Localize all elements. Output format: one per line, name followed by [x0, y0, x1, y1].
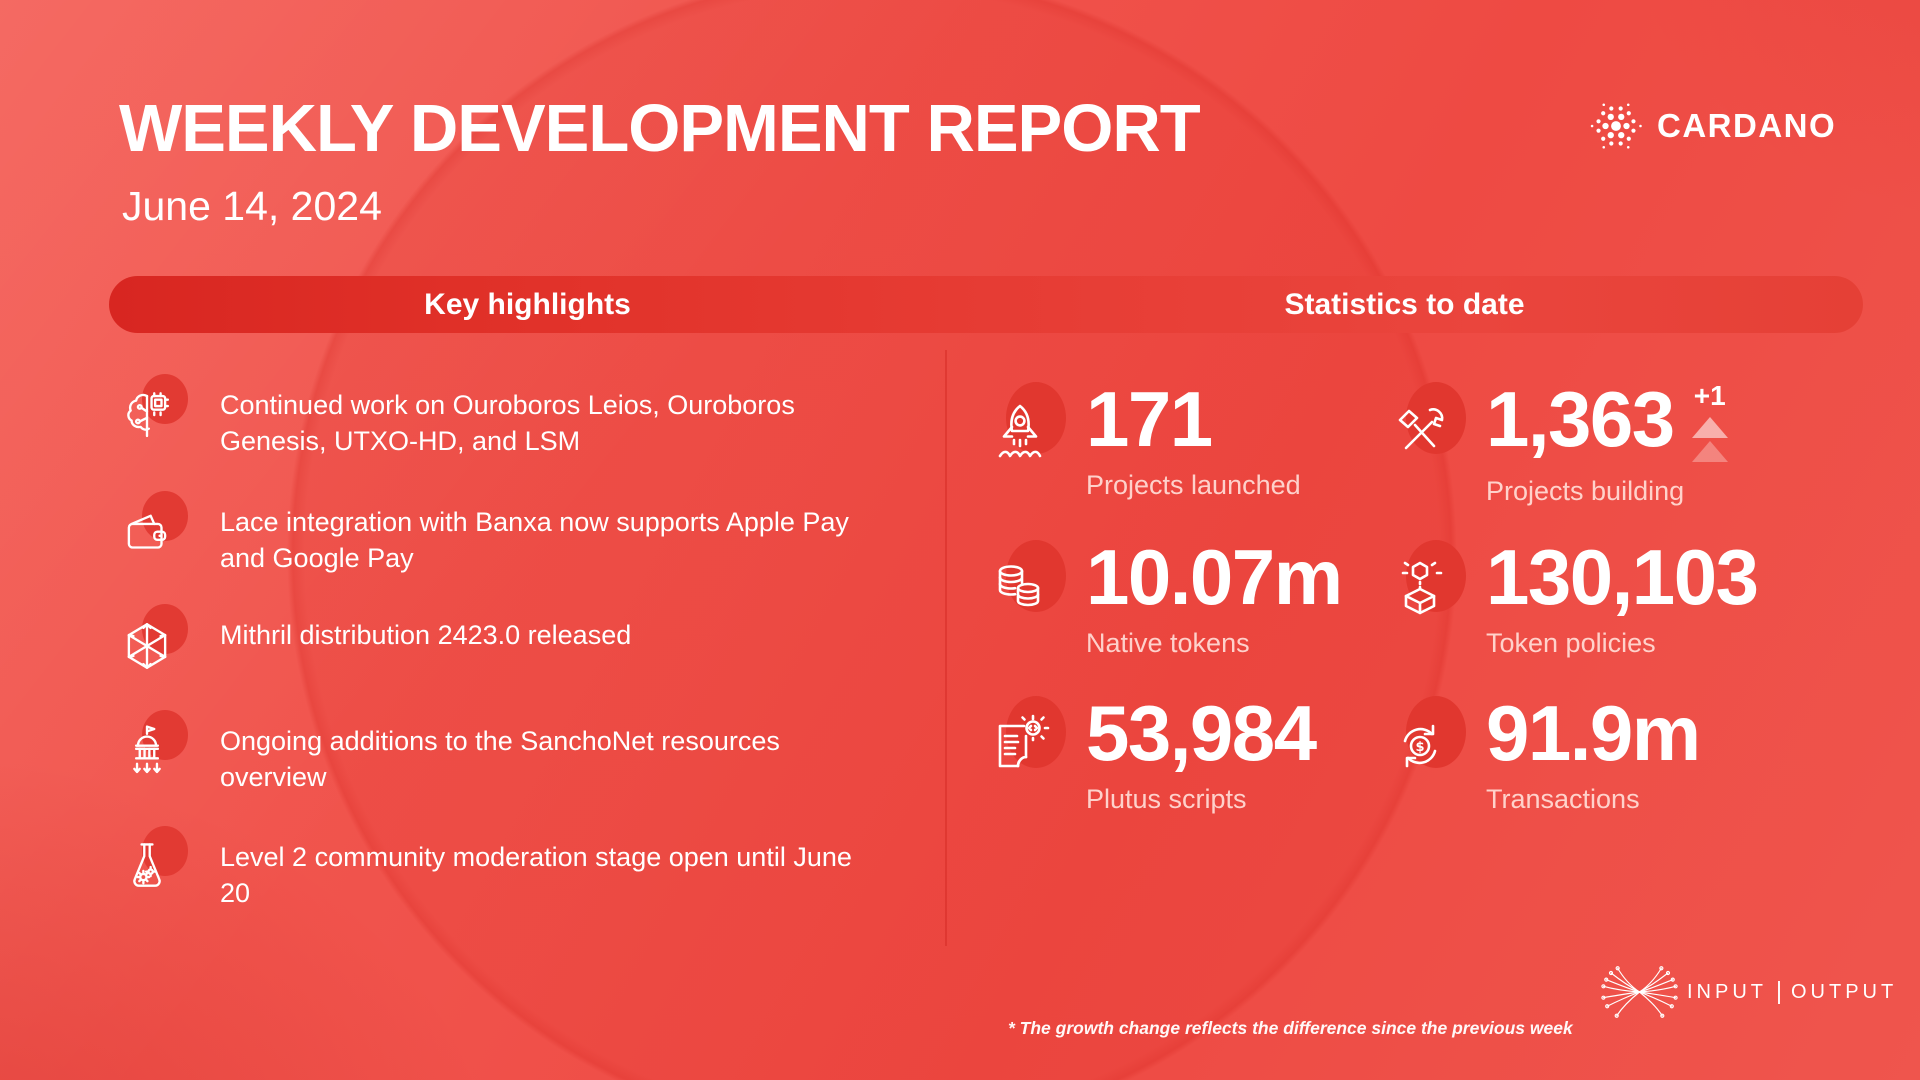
dollar-cycle-icon: $	[1403, 724, 1437, 768]
coin-stacks-icon	[998, 565, 1040, 607]
stat-value: 130,103	[1486, 533, 1759, 621]
column-divider	[945, 350, 947, 946]
growth-footnote: * The growth change reflects the differe…	[1008, 1018, 1573, 1038]
cardano-logo-icon	[1590, 103, 1642, 149]
hammer-wrench-icon	[1398, 408, 1444, 450]
io-brand-output: OUTPUT	[1791, 980, 1898, 1003]
io-butterfly-icon	[1601, 966, 1678, 1018]
growth-up-arrow-faded-icon	[1691, 441, 1728, 462]
input-output-logo: INPUT OUTPUT	[1592, 952, 1897, 1032]
script-bulb-icon	[998, 714, 1050, 768]
icon-backdrop	[1006, 696, 1066, 768]
flask-gears-icon	[133, 843, 161, 887]
governance-building-icon	[133, 725, 161, 774]
page-title: WEEKLY DEVELOPMENT REPORT	[119, 91, 1201, 166]
stat-value: 1,363	[1486, 375, 1675, 463]
highlight-text: Lace integration with Banxa now supports…	[220, 507, 849, 573]
highlight-item-sanchonet: Ongoing additions to the SanchoNet resou…	[118, 710, 898, 795]
rocket-icon	[998, 404, 1042, 458]
stat-label: Plutus scripts	[1086, 784, 1247, 815]
stat-token-policies: 130,103 Token policies	[1386, 533, 1759, 659]
stat-label: Native tokens	[1086, 628, 1250, 659]
io-brand-input: INPUT	[1687, 980, 1767, 1003]
stat-label: Transactions	[1486, 784, 1640, 815]
highlight-item-mithril: Mithril distribution 2423.0 released	[118, 604, 898, 676]
cardano-logo: CARDANO	[1588, 98, 1836, 154]
stat-value: 91.9m	[1486, 689, 1701, 777]
section-title-key-highlights: Key highlights	[424, 288, 631, 321]
stat-plutus-scripts: 53,984 Plutus scripts	[986, 689, 1317, 815]
icon-backdrop	[1406, 696, 1466, 768]
section-title-statistics: Statistics to date	[1284, 288, 1525, 321]
svg-text:$: $	[1415, 740, 1424, 755]
highlight-text: Continued work on Ouroboros Leios, Ourob…	[220, 390, 795, 456]
highlight-text: Mithril distribution 2423.0 released	[220, 620, 632, 650]
stat-value: 171	[1086, 375, 1213, 463]
stat-native-tokens: 10.07m Native tokens	[986, 533, 1343, 659]
section-header-bar: Key highlights Statistics to date	[109, 276, 1863, 333]
stat-value: 10.07m	[1086, 533, 1343, 621]
stat-projects-launched: 171 Projects launched	[986, 375, 1301, 501]
wallet-icon	[127, 514, 167, 549]
stat-delta: +1	[1691, 380, 1728, 462]
growth-up-arrow-icon	[1691, 417, 1728, 438]
token-box-icon	[1401, 561, 1443, 615]
wireframe-cube-icon	[127, 623, 167, 669]
delta-value: +1	[1693, 380, 1726, 411]
stat-label: Projects launched	[1086, 470, 1301, 501]
cardano-logo-text: CARDANO	[1657, 107, 1837, 144]
highlight-item-ouroboros: Continued work on Ouroboros Leios, Ourob…	[118, 374, 898, 459]
stat-projects-building: 1,363 +1 Projects building	[1386, 375, 1728, 507]
highlight-item-moderation: Level 2 community moderation stage open …	[118, 826, 898, 911]
highlight-text: Level 2 community moderation stage open …	[220, 842, 852, 908]
stat-transactions: $ 91.9m Transactions	[1386, 689, 1701, 815]
stat-label: Projects building	[1486, 476, 1685, 506]
stat-label: Token policies	[1486, 628, 1656, 659]
io-brand-divider	[1778, 980, 1780, 1004]
highlight-item-lace: Lace integration with Banxa now supports…	[118, 491, 898, 576]
ai-brain-chip-icon	[127, 392, 170, 438]
stat-value: 53,984	[1086, 689, 1317, 777]
highlight-text: Ongoing additions to the SanchoNet resou…	[220, 726, 780, 792]
report-date: June 14, 2024	[122, 183, 382, 229]
